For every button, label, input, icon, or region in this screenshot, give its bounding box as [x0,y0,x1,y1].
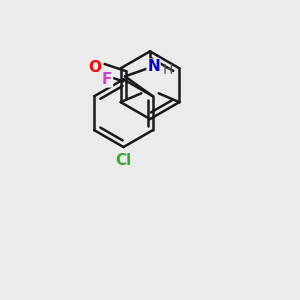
Text: O: O [88,60,101,75]
Text: F: F [102,72,112,87]
Text: Cl: Cl [116,153,132,168]
Text: N: N [147,59,160,74]
Text: H: H [163,63,173,77]
